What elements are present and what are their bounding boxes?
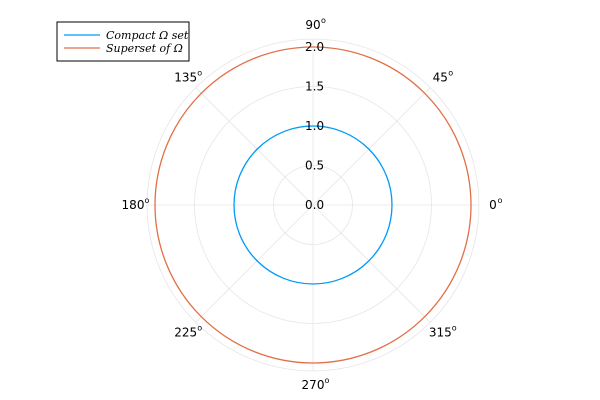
series-line-1	[154, 46, 472, 364]
angle-degree-mark: o	[498, 196, 503, 205]
angle-tick-label: 45	[433, 71, 448, 85]
legend-label-compact: Compact Ω set	[106, 29, 189, 42]
angle-degree-mark: o	[325, 376, 330, 385]
grid-spoke	[195, 204, 314, 323]
radial-tick-label: 1.5	[305, 80, 324, 94]
angle-tick-label: 0	[489, 198, 497, 212]
radial-tick-labels: 0.0 0.5 1.0 1.5 2.0	[305, 40, 324, 212]
grid-spoke	[312, 87, 431, 206]
radial-tick-label: 1.0	[305, 119, 324, 133]
angle-degree-mark: o	[448, 69, 453, 78]
angle-degree-mark: o	[452, 323, 457, 332]
angle-tick-label: 180	[122, 198, 145, 212]
radial-tick-label: 2.0	[305, 40, 324, 54]
grid-spoke	[195, 87, 314, 206]
grid-spoke	[312, 204, 431, 323]
angle-degree-mark: o	[145, 196, 150, 205]
series-line-0	[233, 125, 393, 285]
angle-tick-label: 225	[174, 325, 197, 339]
angle-tick-label: 270	[302, 378, 325, 392]
legend-label-superset: Superset of Ω	[106, 42, 183, 55]
angle-degree-mark: o	[197, 323, 202, 332]
angle-tick-label: 90	[305, 18, 320, 32]
angle-degree-mark: o	[197, 69, 202, 78]
angle-tick-label: 315	[429, 325, 452, 339]
legend-box	[56, 21, 190, 62]
radial-tick-label: 0.0	[305, 198, 324, 212]
angle-tick-label: 135	[174, 71, 197, 85]
angle-degree-mark: o	[321, 16, 326, 25]
series-group	[154, 46, 472, 364]
legend: Compact Ω set Superset of Ω	[56, 21, 190, 62]
radial-tick-label: 0.5	[305, 159, 324, 173]
